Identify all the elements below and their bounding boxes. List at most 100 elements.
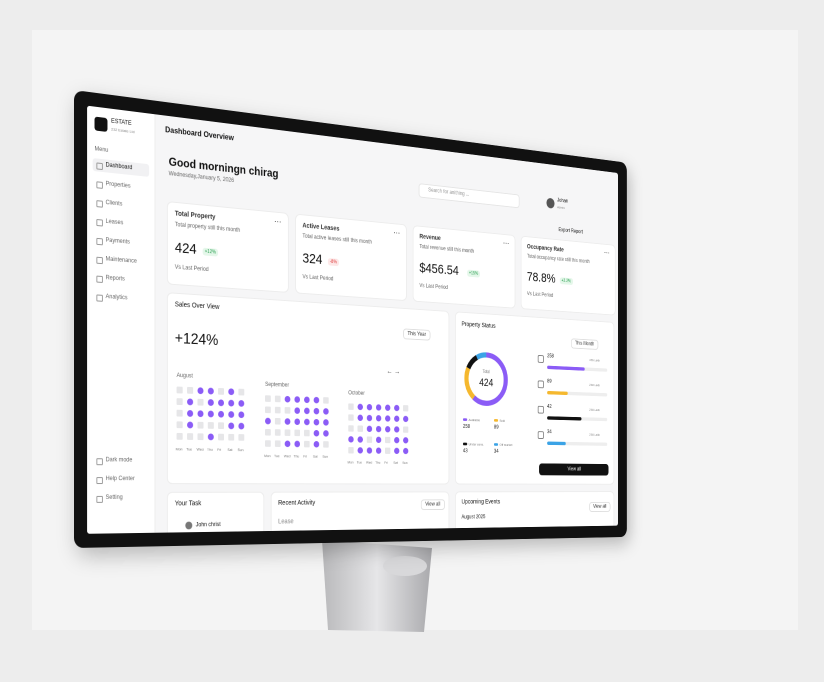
activity-dot (348, 436, 354, 443)
activity-dot (274, 429, 281, 436)
legend-value: 258 (462, 424, 471, 430)
activity-dot (274, 395, 281, 403)
sales-nav: ← → (386, 366, 401, 376)
menu-item[interactable]: Dashboard (92, 158, 150, 177)
legend-name: Off market (499, 442, 513, 447)
progress-track (547, 365, 608, 372)
search-box[interactable]: Search for anithing ... (418, 183, 520, 209)
list-icon (537, 380, 544, 389)
menu-item[interactable]: Leases (93, 215, 149, 233)
activity-dot (197, 421, 204, 429)
activity-dot (385, 436, 391, 444)
activity-dot (238, 388, 245, 396)
page-title: Dashboard Overview (165, 125, 234, 143)
activity-dot (385, 426, 391, 433)
list-value: 34 (547, 429, 552, 435)
activity-dot (323, 430, 329, 437)
activity-dot (375, 447, 382, 454)
events-link[interactable]: View all (589, 501, 611, 512)
weekday-label: Sun (322, 454, 329, 459)
list-label: 456 Lakh (589, 357, 600, 363)
stand-hole (383, 556, 427, 576)
card-value: $456.54 (419, 260, 459, 279)
card-menu: ⋯ (274, 216, 282, 227)
activity-dot (207, 387, 214, 395)
activity-dot (294, 396, 301, 403)
property-period[interactable]: This Month (571, 338, 599, 350)
legend-value: 34 (493, 449, 499, 455)
activity-dot (304, 440, 310, 448)
month-label: September (265, 382, 290, 389)
month-label: August (176, 373, 193, 380)
stat-card: Occupancy Rate ⋯ Total occupancy rate stil… (520, 235, 616, 316)
donut-total: 424 (479, 376, 494, 389)
view-all-button[interactable]: View all (539, 463, 609, 476)
activity-dot (265, 406, 271, 414)
activity-dot (238, 400, 245, 407)
activity-dot (323, 441, 329, 448)
weekday-label: Fri (384, 460, 388, 465)
progress-track (547, 390, 608, 397)
activity-dot (176, 421, 183, 429)
activity-dot (394, 426, 400, 433)
activity-dot (265, 440, 271, 447)
activity-link[interactable]: View all (420, 499, 445, 511)
activity-dot (304, 396, 310, 404)
card-subtitle: Total revenue still this month (419, 244, 475, 255)
activity-dot (274, 406, 281, 414)
activity-dot (348, 403, 354, 410)
activity-dot (385, 447, 391, 454)
list-value: 42 (547, 404, 552, 410)
legend-name: Sold (499, 418, 506, 423)
stand-neck (322, 540, 432, 632)
list-icon (537, 405, 544, 414)
menu-bottom-item[interactable]: Setting (93, 492, 149, 505)
export-button[interactable]: Export Report (558, 227, 583, 236)
legend-swatch (493, 419, 499, 422)
menu-item[interactable]: Reports (93, 271, 149, 288)
activity-dot (187, 433, 194, 440)
activity-dot (265, 428, 271, 436)
card-subtitle: Total property still this month (174, 222, 241, 234)
activity-dot (238, 411, 245, 419)
weekday-label: Tue (274, 453, 280, 459)
activity-dot (394, 447, 400, 455)
user-name: Johan (557, 198, 568, 205)
activity-dot (284, 395, 291, 403)
activity-dot (238, 434, 245, 441)
weekday-label: Sun (402, 460, 408, 465)
sales-period[interactable]: This Year (403, 328, 431, 341)
activity-panel: Recent Activity View all Lease (270, 491, 450, 534)
menu-item[interactable]: Analytics (93, 290, 149, 306)
menu-bottom-item[interactable]: Help Center (93, 473, 149, 486)
activity-dot (394, 436, 400, 444)
activity-dot (385, 404, 391, 411)
menu-item[interactable]: Properties (93, 177, 149, 196)
screen: ESTATE 232 Estate Ltd Menu Dashboard Prop… (87, 105, 619, 534)
activity-dot (228, 411, 235, 418)
activity-dot (313, 396, 320, 404)
menu-bottom-item[interactable]: Dark mode (93, 454, 149, 467)
menu-item[interactable]: Maintenance (93, 252, 149, 269)
card-change: +3.2% (559, 277, 573, 286)
list-label: 258 Lakh (589, 382, 600, 388)
activity-dot (228, 433, 235, 441)
card-title: Total Property (174, 210, 216, 222)
events-title: Upcoming Events (461, 499, 501, 506)
activity-dot (187, 421, 194, 429)
activity-dot (357, 414, 363, 422)
progress-fill (547, 441, 566, 446)
card-footer: Vs Last Period (302, 274, 334, 283)
card-change: +12% (202, 247, 219, 257)
activity-dot (238, 422, 245, 430)
card-change: -8% (327, 258, 340, 267)
card-value: 78.8% (526, 269, 556, 287)
list-label: 258 Lakh (589, 407, 600, 412)
activity-dot (228, 388, 235, 396)
menu-item[interactable]: Payments (93, 234, 149, 251)
card-value: 324 (302, 250, 323, 268)
activity-dot (218, 387, 225, 395)
task-avatar (185, 521, 193, 530)
menu-item[interactable]: Clients (93, 196, 149, 214)
